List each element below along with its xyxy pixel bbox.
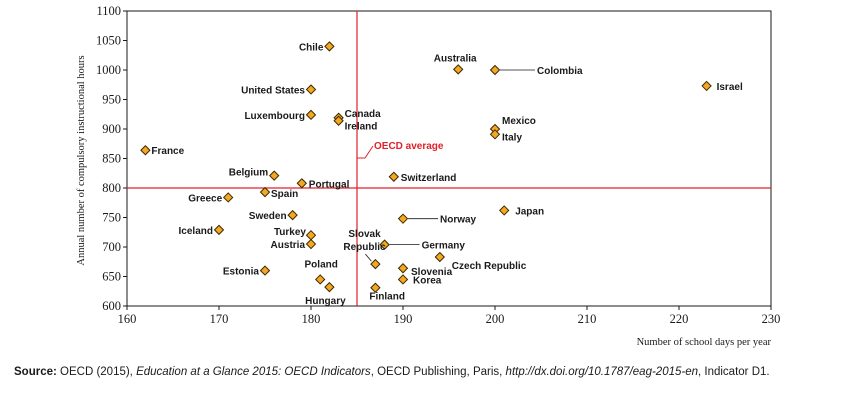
label-norway: Norway (440, 215, 477, 226)
label-japan: Japan (515, 206, 544, 217)
y-tick-label: 1100 (96, 4, 121, 18)
point-austria (305, 238, 317, 250)
source-text-3: , Indicator D1. (698, 366, 770, 378)
point-korea (397, 274, 409, 285)
point-israel (701, 80, 712, 92)
source-url[interactable]: http://dx.doi.org/10.1787/eag-2015-en (505, 366, 698, 378)
point-estonia (259, 265, 271, 276)
source-text-1: OECD (2015), (56, 366, 137, 378)
point-portugal (296, 178, 308, 189)
point-italy (489, 129, 501, 140)
label-portugal: Portugal (309, 179, 350, 190)
x-axis-title: Number of school days per year (637, 337, 772, 348)
x-tick-label: 200 (486, 312, 505, 326)
label-czech-republic: Czech Republic (452, 261, 527, 272)
label-colombia: Colombia (537, 66, 583, 77)
point-finland (370, 282, 381, 293)
label-luxembourg: Luxembourg (244, 111, 305, 122)
point-japan (498, 205, 510, 216)
label-canada: Canada (345, 109, 382, 120)
label-finland: Finland (369, 292, 405, 303)
label-switzerland: Switzerland (401, 173, 457, 184)
y-tick-label: 800 (102, 181, 121, 195)
label-austria: Austria (271, 240, 306, 251)
point-germany (379, 239, 390, 250)
point-hungary (324, 281, 335, 293)
point-france (140, 145, 151, 156)
label-poland: Poland (305, 259, 338, 270)
point-slovak-republic (370, 258, 381, 270)
point-luxembourg (305, 109, 317, 121)
y-tick-label: 850 (102, 152, 121, 166)
point-colombia (489, 64, 501, 76)
point-greece (222, 192, 234, 203)
label-slovenia: Slovenia (411, 267, 453, 278)
source-text-2: , OECD Publishing, Paris, (370, 366, 506, 378)
y-tick-label: 750 (102, 211, 121, 225)
point-united-states (305, 84, 317, 95)
source-label: Source: (14, 366, 57, 378)
x-tick-label: 220 (670, 312, 689, 326)
label-united-states: United States (241, 85, 305, 96)
scatter-chart: 160 170 180 190 200 210 220 230 600 650 700 750 800 8… (76, 4, 781, 348)
point-belgium (268, 170, 280, 181)
point-australia (452, 64, 464, 75)
label-germany: Germany (422, 241, 466, 252)
label-hungary: Hungary (305, 296, 346, 307)
x-tick-label: 230 (762, 312, 781, 326)
point-iceland (213, 224, 225, 236)
y-tick-label: 950 (102, 93, 121, 107)
y-tick-label: 900 (102, 122, 121, 136)
x-tick-label: 190 (394, 312, 413, 326)
label-israel: Israel (717, 82, 743, 93)
y-tick-label: 700 (102, 240, 121, 254)
label-iceland: Iceland (179, 226, 213, 237)
oecd-average-label: OECD average (374, 141, 444, 152)
point-slovenia (397, 263, 409, 274)
point-turkey (305, 229, 317, 241)
point-norway (397, 213, 409, 224)
point-spain (259, 186, 271, 198)
point-sweden (287, 209, 298, 221)
y-tick-label: 1050 (96, 34, 121, 48)
point-switzerland (388, 171, 400, 182)
oecd-average-leader (357, 145, 374, 159)
label-greece: Greece (188, 193, 222, 204)
label-australia: Australia (434, 53, 477, 64)
x-tick-label: 160 (118, 312, 137, 326)
label-mexico: Mexico (502, 116, 536, 127)
label-chile: Chile (299, 42, 324, 53)
point-czech-republic (434, 251, 446, 263)
y-tick-label: 600 (102, 299, 121, 313)
label-italy: Italy (502, 132, 522, 143)
source-publication: Education at a Glance 2015: OECD Indicat… (136, 366, 371, 378)
leader-slovak-republic (365, 253, 372, 262)
y-axis-title: Annual number of compulsory instructiona… (76, 55, 87, 265)
y-tick-label: 650 (102, 270, 121, 284)
x-tick-label: 210 (578, 312, 597, 326)
label-slovak-republic-line-2: Republic (343, 242, 386, 253)
label-sweden: Sweden (249, 211, 287, 222)
point-chile (324, 41, 335, 52)
label-france: France (151, 146, 184, 157)
label-estonia: Estonia (223, 267, 260, 278)
label-spain: Spain (271, 189, 298, 200)
point-ireland (333, 115, 344, 126)
label-turkey: Turkey (274, 227, 306, 238)
point-poland (314, 274, 326, 285)
label-ireland: Ireland (345, 122, 378, 133)
source-note: Source: OECD (2015), Education at a Glan… (14, 366, 859, 378)
x-tick-label: 170 (210, 312, 229, 326)
x-tick-label: 180 (302, 312, 321, 326)
label-belgium: Belgium (229, 168, 269, 179)
label-slovak-republic-line-1: Slovak (348, 229, 381, 240)
label-korea: Korea (413, 275, 442, 286)
y-tick-label: 1000 (96, 63, 121, 77)
